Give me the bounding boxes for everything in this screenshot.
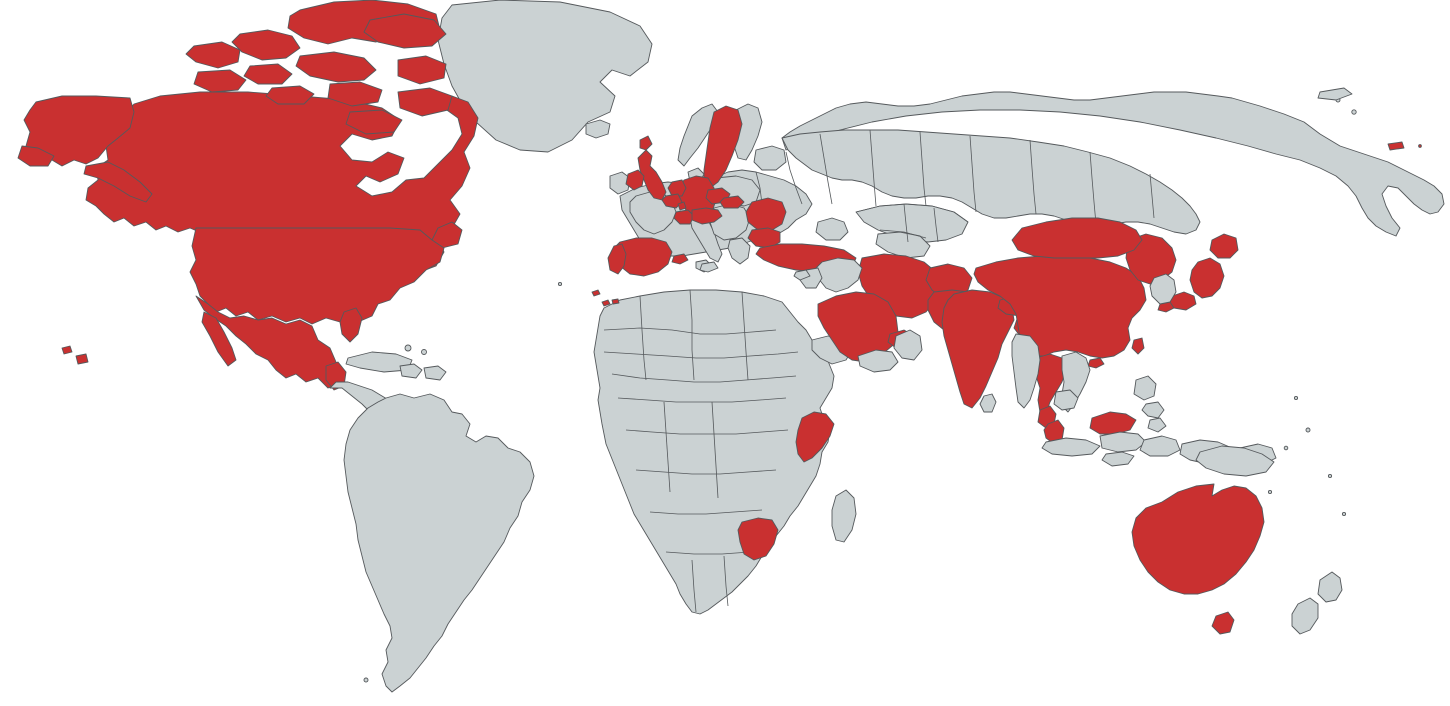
country-austria [692,208,722,224]
country-australia [1132,484,1264,634]
country-botswana [738,518,778,560]
country-canary-islands [602,299,619,306]
country-malaysia [1044,412,1136,444]
country-china [974,234,1176,368]
country-united-states [18,96,1404,364]
country-thailand [1032,354,1066,428]
country-japan [1158,234,1238,312]
small-islands [364,88,1421,682]
eurasia-internal-borders [756,130,1154,242]
country-kenya [796,412,834,462]
country-canada [86,0,478,272]
country-slovakia [720,196,744,208]
country-portugal [592,244,626,296]
country-united-kingdom [626,136,666,200]
region-southeast-asia-gray [980,274,1342,634]
country-mexico [196,296,346,390]
country-switzerland [674,210,694,224]
region-south-america [344,394,534,692]
africa-internal-borders [604,290,798,612]
country-romania [746,198,786,230]
country-luxembourg [678,202,686,210]
country-mongolia [1012,218,1142,258]
country-sweden [704,106,742,188]
country-belgium [662,194,682,208]
country-netherlands [668,180,686,196]
country-greenland [438,0,652,152]
region-middle-east-gray [794,258,922,372]
